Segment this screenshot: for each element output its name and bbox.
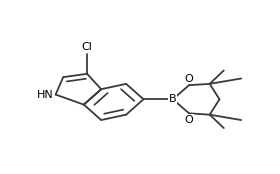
Text: B: B bbox=[169, 94, 177, 104]
Text: O: O bbox=[185, 74, 193, 84]
Text: HN: HN bbox=[37, 90, 54, 100]
Text: Cl: Cl bbox=[82, 42, 92, 52]
Text: O: O bbox=[185, 115, 193, 125]
